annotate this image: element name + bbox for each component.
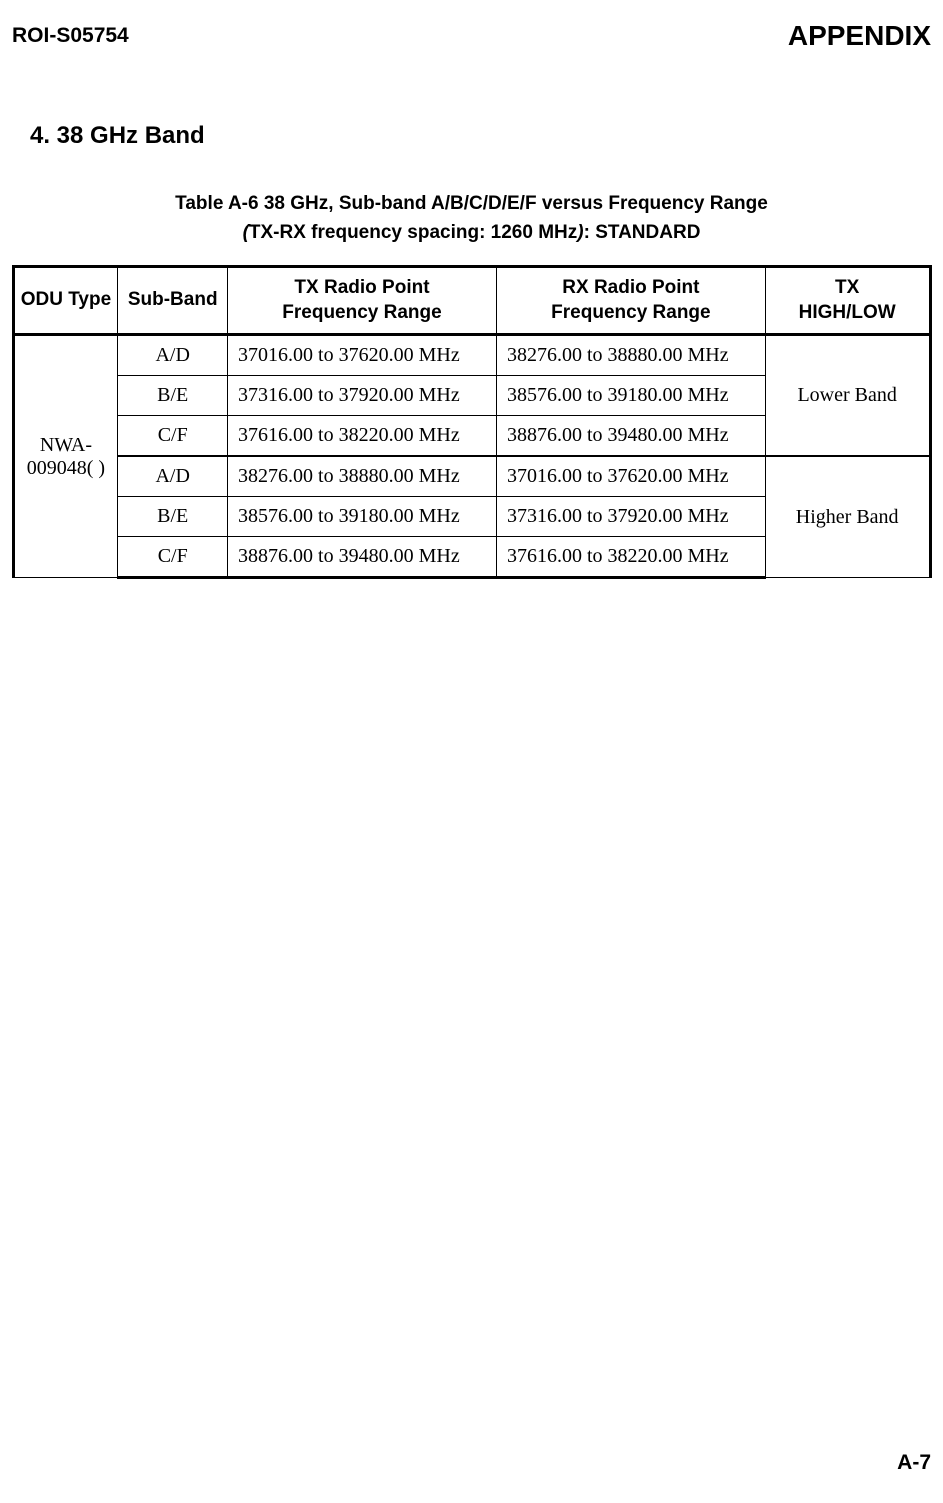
col-sub-band: Sub-Band [118, 267, 228, 335]
table-caption: Table A-6 38 GHz, Sub-band A/B/C/D/E/F v… [10, 190, 933, 247]
table-row: A/D 38276.00 to 38880.00 MHz 37016.00 to… [13, 456, 930, 497]
tx-cell: 37616.00 to 38220.00 MHz [228, 416, 497, 457]
sub-band-cell: B/E [118, 497, 228, 537]
col-tx-l1: TX Radio Point [294, 277, 429, 298]
sub-band-cell: B/E [118, 376, 228, 416]
rx-cell: 38876.00 to 39480.00 MHz [496, 416, 765, 457]
sub-band-cell: A/D [118, 456, 228, 497]
frequency-table: ODU Type Sub-Band TX Radio Point Frequen… [12, 265, 932, 579]
rx-cell: 38276.00 to 38880.00 MHz [496, 335, 765, 376]
page-number: A-7 [897, 1451, 931, 1475]
col-tx-highlow: TX HIGH/LOW [765, 267, 930, 335]
tx-highlow-cell: Lower Band [765, 335, 930, 457]
rx-cell: 37316.00 to 37920.00 MHz [496, 497, 765, 537]
page-container: ROI-S05754 APPENDIX 4. 38 GHz Band Table… [0, 0, 943, 1503]
col-txhl-l1: TX [835, 277, 859, 298]
section-heading: 4. 38 GHz Band [30, 122, 933, 150]
col-rx-l2: Frequency Range [551, 302, 710, 323]
table-title-line2: (TX-RX frequency spacing: 1260 MHz): STA… [243, 222, 701, 243]
odu-l2: 009048( ) [27, 457, 105, 479]
col-rx-point: RX Radio Point Frequency Range [496, 267, 765, 335]
odu-l1: NWA- [40, 434, 92, 456]
col-tx-point: TX Radio Point Frequency Range [228, 267, 497, 335]
tx-cell: 38576.00 to 39180.00 MHz [228, 497, 497, 537]
sub-band-cell: C/F [118, 537, 228, 578]
tx-cell: 37316.00 to 37920.00 MHz [228, 376, 497, 416]
col-odu-type: ODU Type [13, 267, 118, 335]
table-row: NWA- 009048( ) A/D 37016.00 to 37620.00 … [13, 335, 930, 376]
table-title-line1: Table A-6 38 GHz, Sub-band A/B/C/D/E/F v… [175, 193, 768, 214]
col-txhl-l2: HIGH/LOW [799, 302, 896, 323]
tx-highlow-cell: Higher Band [765, 456, 930, 578]
page-header: ROI-S05754 APPENDIX [10, 20, 933, 52]
title-suffix: : STANDARD [584, 222, 701, 243]
tx-cell: 38276.00 to 38880.00 MHz [228, 456, 497, 497]
table-header-row: ODU Type Sub-Band TX Radio Point Frequen… [13, 267, 930, 335]
rx-cell: 37016.00 to 37620.00 MHz [496, 456, 765, 497]
rx-cell: 38576.00 to 39180.00 MHz [496, 376, 765, 416]
col-rx-l1: RX Radio Point [562, 277, 699, 298]
title-spacing-text: TX-RX frequency spacing: 1260 MHz [249, 222, 577, 243]
col-tx-l2: Frequency Range [282, 302, 441, 323]
document-id: ROI-S05754 [12, 24, 129, 48]
odu-type-cell: NWA- 009048( ) [13, 335, 118, 578]
tx-cell: 37016.00 to 37620.00 MHz [228, 335, 497, 376]
tx-cell: 38876.00 to 39480.00 MHz [228, 537, 497, 578]
rx-cell: 37616.00 to 38220.00 MHz [496, 537, 765, 578]
appendix-label: APPENDIX [788, 20, 931, 52]
sub-band-cell: A/D [118, 335, 228, 376]
sub-band-cell: C/F [118, 416, 228, 457]
